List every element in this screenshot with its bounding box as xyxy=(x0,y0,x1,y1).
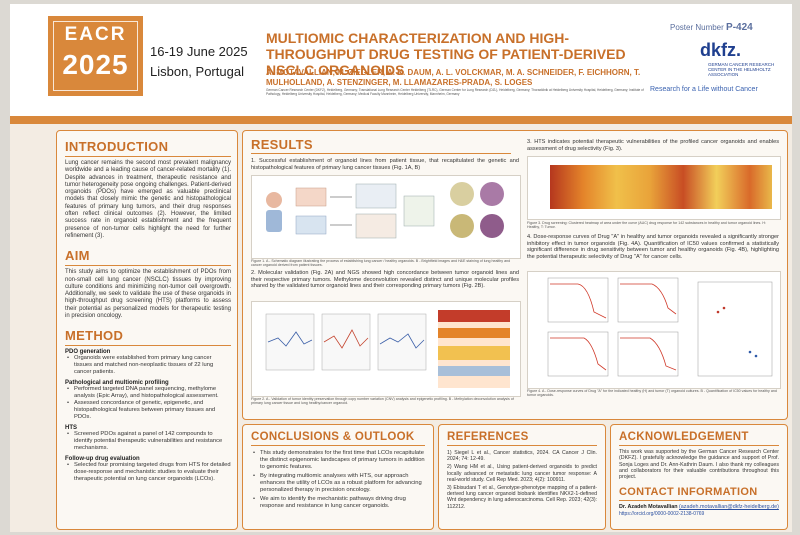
figure-3-caption: Figure 3. Drug screening: Clustered heat… xyxy=(527,221,766,230)
figure-4 xyxy=(527,271,781,389)
header-band xyxy=(10,116,792,124)
result-point-2: 2. Molecular validation (Fig. 2A) and NG… xyxy=(251,270,519,290)
conference-date: 16-19 June 2025 xyxy=(150,44,248,59)
conclusion-bullet: By integrating multiomic analyses with H… xyxy=(251,473,425,494)
figure-2-caption: Figure 2. A - Validation of tumor identi… xyxy=(251,397,514,406)
figure-4-caption: Figure 4. A - Dose-response curves of Dr… xyxy=(527,389,777,398)
eacr-logo: EACR 2025 xyxy=(48,16,143,96)
conclusions-heading: CONCLUSIONS & OUTLOOK xyxy=(251,431,415,443)
contact-email-link[interactable]: (azadeh.motavallian@dkfz-heidelberg.de) xyxy=(679,504,779,511)
poster-number-label: Poster Number xyxy=(670,23,724,32)
dkfz-subtitle: GERMAN CANCER RESEARCH CENTER IN THE HEL… xyxy=(708,62,775,77)
references-panel: REFERENCES 1) Siegel L et al., Cancer st… xyxy=(438,424,606,530)
references-heading: REFERENCES xyxy=(447,431,529,443)
method-section-title: PDO generation xyxy=(65,349,111,356)
poster-content: INTRODUCTION Lung cancer remains the sec… xyxy=(10,124,792,532)
dkfz-tagline: Research for a Life without Cancer xyxy=(650,86,758,93)
figure-1-schematic xyxy=(266,182,504,239)
reference-item: 2) Wang HM et al., Using patient-derived… xyxy=(447,464,597,483)
introduction-heading: INTRODUCTION xyxy=(65,139,169,154)
poster: EACR 2025 16-19 June 2025 Lisbon, Portug… xyxy=(10,4,792,532)
figure-4-dose-response xyxy=(547,277,773,377)
conclusions-panel: CONCLUSIONS & OUTLOOK This study demonst… xyxy=(242,424,434,530)
figure-1 xyxy=(251,175,521,259)
conference-city: Lisbon, Portugal xyxy=(150,64,244,79)
reference-item: 3) Ebisudani T et al., Genotype-phenotyp… xyxy=(447,485,597,510)
method-bullet: Screened PDOs against a panel of 142 com… xyxy=(65,431,231,452)
figure-3-heatmap xyxy=(550,165,772,209)
poster-header: EACR 2025 16-19 June 2025 Lisbon, Portug… xyxy=(10,4,792,116)
method-bullet: Organoids were established from primary … xyxy=(65,355,231,376)
method-bullet: Assessed concordance of genetic, epigene… xyxy=(65,400,231,421)
poster-number-value: P-424 xyxy=(726,22,753,33)
results-heading: RESULTS xyxy=(251,137,313,152)
eacr-logo-year: 2025 xyxy=(62,49,129,80)
result-point-4: 4. Dose-response curves of Drug "A" in h… xyxy=(527,234,779,260)
aim-text: This study aims to optimize the establis… xyxy=(65,269,231,320)
conclusion-bullet: This study demonstrates for the first ti… xyxy=(251,450,425,471)
method-bullet: Selected four promising targeted drugs f… xyxy=(65,462,231,483)
method-section-title: Pathological and multiomic profiling xyxy=(65,380,169,387)
reference-item: 1) Siegel L et al., Cancer statistics, 2… xyxy=(447,450,597,463)
acknowledgement-panel: ACKNOWLEDGEMENT This work was supported … xyxy=(610,424,788,530)
acknowledgement-heading: ACKNOWLEDGEMENT xyxy=(619,431,749,443)
method-bullet: Performed targeted DNA panel sequencing,… xyxy=(65,386,231,400)
affiliations: German Cancer Research Center (DKFZ), He… xyxy=(266,88,644,96)
dkfz-logo: dkfz. xyxy=(700,40,742,60)
figure-3 xyxy=(527,156,781,220)
introduction-text: Lung cancer remains the second most prev… xyxy=(65,160,231,239)
poster-number: Poster Number P-424 xyxy=(670,22,753,33)
author-list: A. MOTAVALLIAN, M. ZIEGLER, A. K. DAUM, … xyxy=(266,68,641,87)
result-point-1: 1. Successful establishment of organoid … xyxy=(251,158,519,171)
orcid-link[interactable]: https://orcid.org/0000-0002-2138-0769 xyxy=(619,510,705,517)
acknowledgement-text: This work was supported by the German Ca… xyxy=(619,449,779,481)
results-panel: RESULTS 1. Successful establishment of o… xyxy=(242,130,788,420)
figure-1-caption: Figure 1. A - Schematic diagram illustra… xyxy=(251,259,511,268)
contact-name: Dr. Azadeh Motavallian xyxy=(619,504,678,511)
left-column-panel: INTRODUCTION Lung cancer remains the sec… xyxy=(56,130,238,530)
method-section-title: HTS xyxy=(65,425,77,432)
figure-2-cnv-plots xyxy=(265,310,510,388)
poster-title: MULTIOMIC CHARACTERIZATION AND HIGH-THRO… xyxy=(266,30,626,78)
figure-2 xyxy=(251,301,521,397)
method-heading: METHOD xyxy=(65,328,124,344)
method-section-title: Follow-up drug evaluation xyxy=(65,456,140,463)
result-point-3: 3. HTS indicates potential therapeutic v… xyxy=(527,139,779,152)
aim-heading: AIM xyxy=(65,248,90,264)
eacr-logo-text: EACR xyxy=(64,24,127,45)
contact-heading: CONTACT INFORMATION xyxy=(619,486,758,499)
conclusion-bullet: We aim to identify the mechanistic pathw… xyxy=(251,496,425,510)
